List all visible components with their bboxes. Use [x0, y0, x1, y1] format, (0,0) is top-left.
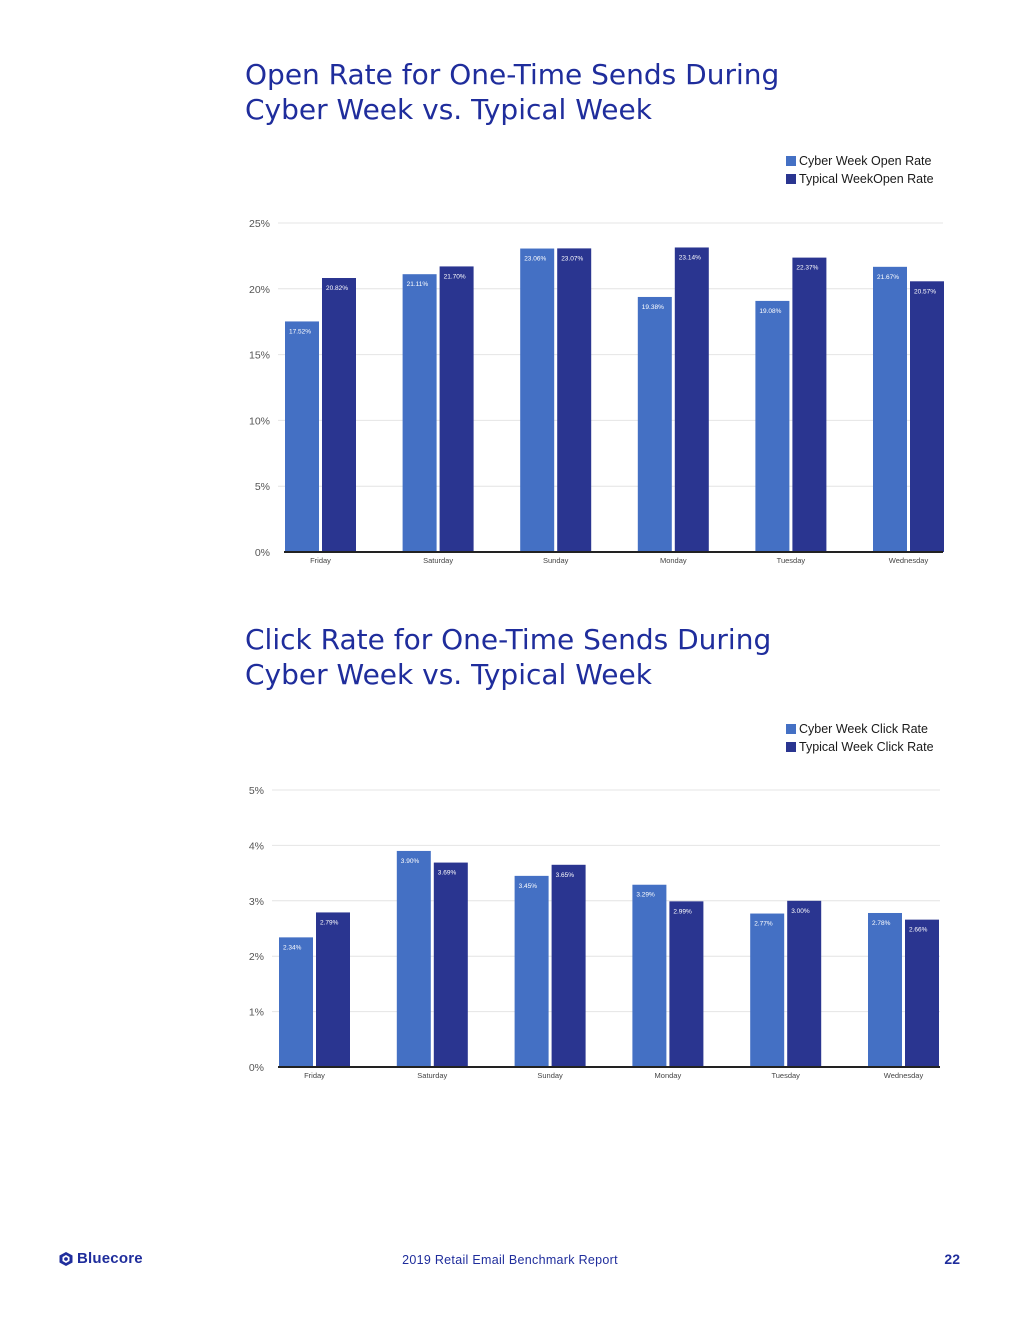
bar-cyber-friday: [285, 321, 319, 552]
bar-value-label: 20.57%: [914, 288, 936, 295]
x-category-label: Tuesday: [777, 556, 806, 565]
bar-cyber-sunday: [520, 248, 555, 552]
bar-cyber-wednesday: [873, 266, 907, 552]
bar-value-label: 2.34%: [283, 944, 302, 951]
bar-value-label: 20.82%: [326, 285, 348, 292]
y-tick-label: 0%: [255, 547, 270, 559]
bar-cyber-saturday: [402, 274, 437, 552]
bar-typical-tuesday: [792, 257, 827, 552]
bar-cyber-saturday: [396, 850, 431, 1067]
y-tick-label: 4%: [249, 840, 264, 852]
legend-swatch-cyber-click: [786, 724, 796, 734]
x-category-label: Sunday: [537, 1071, 563, 1080]
bar-cyber-tuesday: [750, 913, 785, 1067]
bar-typical-wednesday: [910, 281, 944, 552]
bar-cyber-sunday: [514, 875, 549, 1067]
legend-swatch-typical-open: [786, 174, 796, 184]
legend-label-cyber-click: Cyber Week Click Rate: [799, 722, 928, 736]
y-tick-label: 2%: [249, 951, 264, 963]
report-title: 2019 Retail Email Benchmark Report: [402, 1253, 618, 1267]
open-rate-bar-chart: 0% 5% 10% 15% 20% 25% 17.52% 20.82% Friday 21.11%…: [249, 218, 944, 565]
bar-value-label: 23.14%: [679, 254, 701, 261]
y-tick-label: 5%: [255, 481, 270, 493]
x-category-label: Monday: [655, 1071, 682, 1080]
bar-typical-sunday: [551, 864, 586, 1067]
y-tick-label: 10%: [249, 415, 270, 427]
legend-swatch-cyber-open: [786, 156, 796, 166]
bar-value-label: 2.78%: [872, 920, 891, 927]
bar-value-label: 3.45%: [519, 883, 538, 890]
bar-value-label: 19.38%: [642, 304, 664, 311]
bar-value-label: 21.70%: [444, 273, 466, 280]
y-tick-label: 0%: [249, 1062, 264, 1074]
bluecore-logo-text: Bluecore: [77, 1250, 143, 1267]
legend-label-typical-click: Typical Week Click Rate: [799, 740, 934, 754]
x-category-label: Saturday: [417, 1071, 447, 1080]
bluecore-logo-icon: [59, 1251, 73, 1266]
open-rate-chart-title: Open Rate for One-Time Sends During Cybe…: [245, 57, 865, 127]
bar-typical-friday: [316, 912, 350, 1067]
click-rate-legend: Cyber Week Click Rate Typical Week Click…: [786, 720, 934, 756]
legend-item-typical-click: Typical Week Click Rate: [786, 738, 934, 756]
y-tick-label: 20%: [249, 284, 270, 296]
legend-item-cyber-open: Cyber Week Open Rate: [786, 152, 934, 170]
y-tick-label: 3%: [249, 896, 264, 908]
legend-item-cyber-click: Cyber Week Click Rate: [786, 720, 934, 738]
bar-value-label: 3.29%: [636, 892, 655, 899]
bar-cyber-friday: [279, 937, 313, 1067]
open-rate-legend: Cyber Week Open Rate Typical WeekOpen Ra…: [786, 152, 934, 188]
legend-swatch-typical-click: [786, 742, 796, 752]
bar-value-label: 21.11%: [407, 281, 429, 288]
x-category-label: Saturday: [423, 556, 453, 565]
legend-label-typical-open: Typical WeekOpen Rate: [799, 172, 934, 186]
legend-label-cyber-open: Cyber Week Open Rate: [799, 154, 932, 168]
bar-value-label: 17.52%: [289, 328, 311, 335]
bar-value-label: 21.67%: [877, 274, 899, 281]
bar-value-label: 2.77%: [754, 921, 773, 928]
bar-typical-friday: [322, 278, 356, 552]
y-tick-label: 15%: [249, 350, 270, 362]
page-number: 22: [944, 1251, 960, 1267]
bar-typical-monday: [674, 247, 709, 552]
click-rate-bar-chart: 0% 1% 2% 3% 4% 5% 2.34% 2.79% Friday 3.90% 3.69% Sa…: [249, 785, 940, 1080]
click-rate-title-line-2: Cyber Week vs. Typical Week: [245, 658, 652, 691]
bar-value-label: 2.79%: [320, 919, 339, 926]
x-category-label: Wednesday: [884, 1071, 924, 1080]
click-rate-chart-title: Click Rate for One-Time Sends During Cyb…: [245, 622, 865, 692]
bar-value-label: 3.69%: [438, 870, 457, 877]
x-category-label: Friday: [310, 556, 331, 565]
open-rate-title-line-2: Cyber Week vs. Typical Week: [245, 93, 652, 126]
click-rate-title-line-1: Click Rate for One-Time Sends During: [245, 623, 772, 656]
bar-value-label: 3.65%: [556, 872, 575, 879]
bar-typical-saturday: [439, 266, 474, 552]
bluecore-logo: Bluecore: [58, 1250, 143, 1267]
bar-value-label: 23.06%: [524, 256, 546, 263]
bar-cyber-monday: [632, 884, 667, 1067]
bar-cyber-tuesday: [755, 300, 790, 552]
x-category-label: Friday: [304, 1071, 325, 1080]
x-category-label: Wednesday: [889, 556, 929, 565]
bar-typical-saturday: [433, 862, 468, 1067]
y-tick-label: 1%: [249, 1007, 264, 1019]
bar-typical-wednesday: [905, 919, 939, 1067]
bar-value-label: 2.66%: [909, 927, 928, 934]
bar-value-label: 3.00%: [791, 908, 810, 915]
bar-typical-sunday: [557, 248, 592, 552]
y-tick-label: 25%: [249, 218, 270, 230]
x-category-label: Monday: [660, 556, 687, 565]
bar-value-label: 3.90%: [401, 858, 420, 865]
bar-cyber-wednesday: [868, 912, 902, 1067]
bar-cyber-monday: [637, 296, 672, 552]
bar-typical-monday: [669, 901, 704, 1067]
y-tick-label: 5%: [249, 785, 264, 797]
bar-value-label: 19.08%: [759, 308, 781, 315]
bar-value-label: 2.99%: [673, 908, 692, 915]
bar-value-label: 23.07%: [561, 255, 583, 262]
bar-value-label: 22.37%: [796, 265, 818, 272]
x-category-label: Sunday: [543, 556, 569, 565]
x-category-label: Tuesday: [771, 1071, 800, 1080]
legend-item-typical-open: Typical WeekOpen Rate: [786, 170, 934, 188]
bar-typical-tuesday: [787, 900, 822, 1067]
open-rate-title-line-1: Open Rate for One-Time Sends During: [245, 58, 780, 91]
